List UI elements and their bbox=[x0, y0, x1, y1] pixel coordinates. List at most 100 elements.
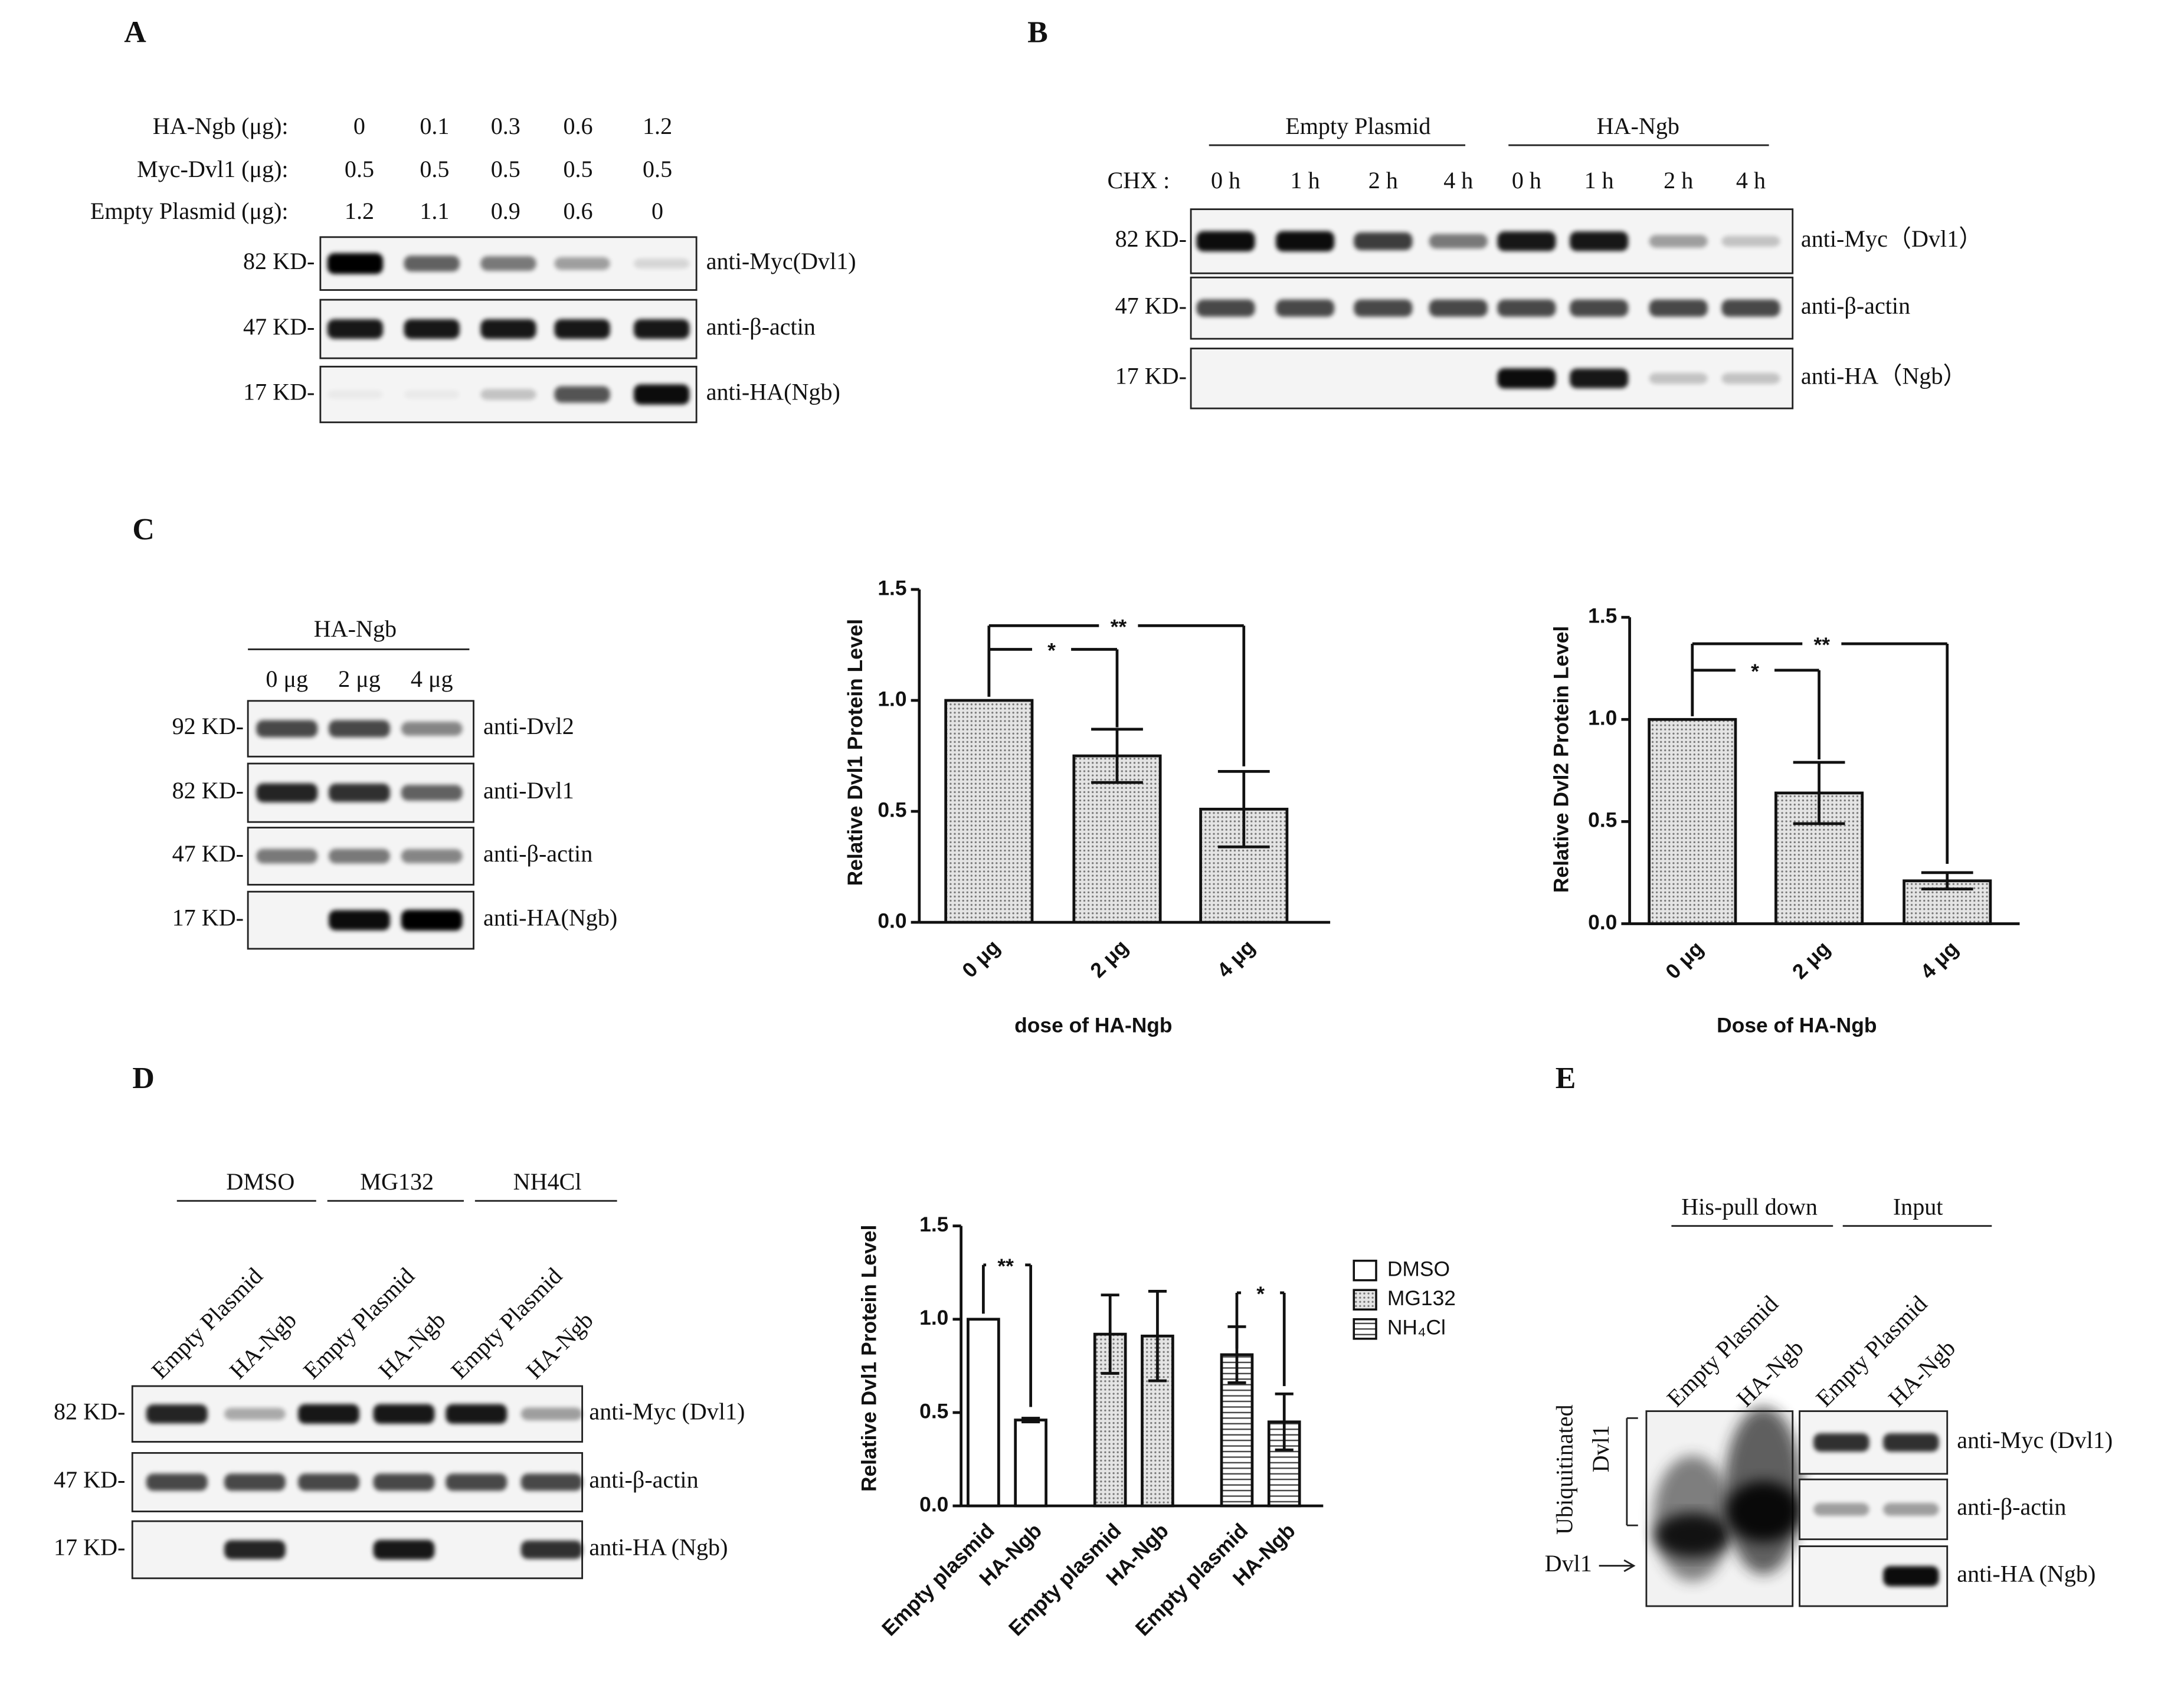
treatment-label: CHX : bbox=[1107, 167, 1170, 194]
antibody-label: anti-HA(Ngb) bbox=[706, 379, 840, 405]
panel-label: D bbox=[132, 1062, 155, 1095]
size-marker: 47 KD- bbox=[172, 840, 244, 867]
antibody-label: anti-Myc（Dvl1） bbox=[1801, 225, 1982, 252]
band bbox=[1721, 373, 1780, 384]
band bbox=[401, 909, 463, 931]
band bbox=[1649, 299, 1708, 317]
x-tick-label: 4 μg bbox=[1915, 936, 1963, 984]
band bbox=[520, 1540, 582, 1560]
band bbox=[329, 784, 390, 802]
row-value: 0.5 bbox=[563, 156, 592, 182]
antibody-label: anti-Myc(Dvl1) bbox=[706, 248, 856, 274]
antibody-label: anti-β-actin bbox=[589, 1466, 698, 1493]
size-marker: 47 KD- bbox=[54, 1466, 125, 1493]
side-label: Dvl1 bbox=[1587, 1425, 1614, 1472]
band bbox=[554, 319, 610, 339]
lane-label: 2 h bbox=[1368, 167, 1398, 194]
band bbox=[1649, 373, 1708, 384]
band bbox=[1883, 1433, 1939, 1452]
band bbox=[329, 910, 390, 931]
y-axis-label: Relative Dvl1 Protein Level bbox=[857, 1225, 881, 1492]
antibody-label: anti-Dvl2 bbox=[483, 713, 574, 739]
size-marker: 47 KD- bbox=[243, 313, 315, 340]
panel-label: C bbox=[132, 513, 155, 546]
band bbox=[520, 1473, 582, 1491]
side-label: Ubiquitinated bbox=[1551, 1404, 1578, 1535]
row-value: 0.5 bbox=[420, 156, 449, 182]
band bbox=[224, 1408, 286, 1420]
y-tick-label: 0.0 bbox=[877, 909, 906, 932]
lane-label: 0 μg bbox=[266, 666, 308, 692]
band bbox=[633, 258, 690, 269]
size-marker: 82 KD- bbox=[172, 777, 244, 804]
y-tick-label: 0.5 bbox=[877, 798, 906, 821]
group-label: Empty Plasmid bbox=[1285, 113, 1430, 139]
band bbox=[1497, 368, 1556, 389]
band bbox=[633, 319, 690, 339]
lane-label: 4 h bbox=[1736, 167, 1766, 194]
antibody-label: anti-β-actin bbox=[483, 840, 592, 867]
band bbox=[404, 319, 460, 339]
y-tick-label: 1.5 bbox=[1588, 604, 1617, 628]
lane-label: HA-Ngb bbox=[521, 1306, 598, 1384]
band bbox=[1883, 1503, 1939, 1516]
error-bar bbox=[1217, 770, 1270, 848]
y-axis-label: Relative Dvl2 Protein Level bbox=[1550, 626, 1573, 893]
lane-label: 1 h bbox=[1291, 167, 1320, 194]
row-label: Myc-Dvl1 (μg): bbox=[137, 156, 289, 182]
significance-label: ** bbox=[1111, 615, 1127, 638]
group-label: MG132 bbox=[360, 1168, 434, 1195]
band bbox=[1497, 231, 1556, 251]
band bbox=[1354, 299, 1413, 317]
bar bbox=[967, 1318, 1000, 1508]
size-marker: 17 KD- bbox=[243, 379, 315, 405]
band bbox=[373, 1473, 435, 1491]
band bbox=[373, 1404, 435, 1424]
size-marker: 47 KD- bbox=[1115, 292, 1187, 319]
row-value: 0.3 bbox=[491, 113, 520, 139]
antibody-label: anti-β-actin bbox=[706, 313, 816, 340]
significance-label: * bbox=[1256, 1282, 1265, 1306]
legend-label: MG132 bbox=[1387, 1286, 1456, 1310]
bar bbox=[1648, 718, 1737, 925]
band bbox=[1883, 1566, 1939, 1587]
lane-label: 4 h bbox=[1443, 167, 1473, 194]
panel-label: B bbox=[1027, 15, 1048, 49]
group-label: NH4Cl bbox=[513, 1168, 582, 1195]
legend-swatch bbox=[1353, 1318, 1377, 1340]
band bbox=[146, 1473, 208, 1491]
band bbox=[401, 722, 463, 736]
band bbox=[446, 1473, 507, 1491]
y-tick-label: 0.5 bbox=[919, 1399, 948, 1423]
antibody-label: anti-Dvl1 bbox=[483, 777, 574, 804]
lane-label: 4 μg bbox=[411, 666, 453, 692]
band bbox=[446, 1404, 507, 1424]
error-bar bbox=[1793, 761, 1845, 825]
lane-label: 2 μg bbox=[338, 666, 381, 692]
antibody-label: anti-β-actin bbox=[1801, 292, 1910, 319]
group-label: Input bbox=[1893, 1194, 1943, 1220]
pulldown-blot bbox=[1599, 1407, 1803, 1607]
band bbox=[327, 390, 384, 399]
row-value: 0.5 bbox=[345, 156, 374, 182]
lane-label: 2 h bbox=[1664, 167, 1693, 194]
y-axis-label: Relative Dvl1 Protein Level bbox=[843, 619, 867, 886]
row-value: 1.1 bbox=[420, 198, 449, 224]
y-tick-label: 1.5 bbox=[877, 576, 906, 599]
lane-label: 0 h bbox=[1512, 167, 1541, 194]
bar bbox=[1014, 1418, 1047, 1508]
band bbox=[329, 720, 390, 738]
band bbox=[480, 319, 536, 339]
y-tick-label: 1.0 bbox=[877, 687, 906, 710]
band bbox=[224, 1473, 286, 1491]
significance-label: ** bbox=[1814, 633, 1831, 657]
band bbox=[1721, 299, 1780, 317]
band bbox=[1196, 299, 1255, 317]
significance-label: ** bbox=[997, 1254, 1014, 1278]
row-value: 0.6 bbox=[563, 198, 592, 224]
band bbox=[633, 384, 690, 405]
size-marker: 92 KD- bbox=[172, 713, 244, 739]
x-axis-label: dose of HA-Ngb bbox=[1014, 1013, 1172, 1037]
row-value: 1.2 bbox=[643, 113, 672, 139]
band bbox=[298, 1473, 359, 1491]
